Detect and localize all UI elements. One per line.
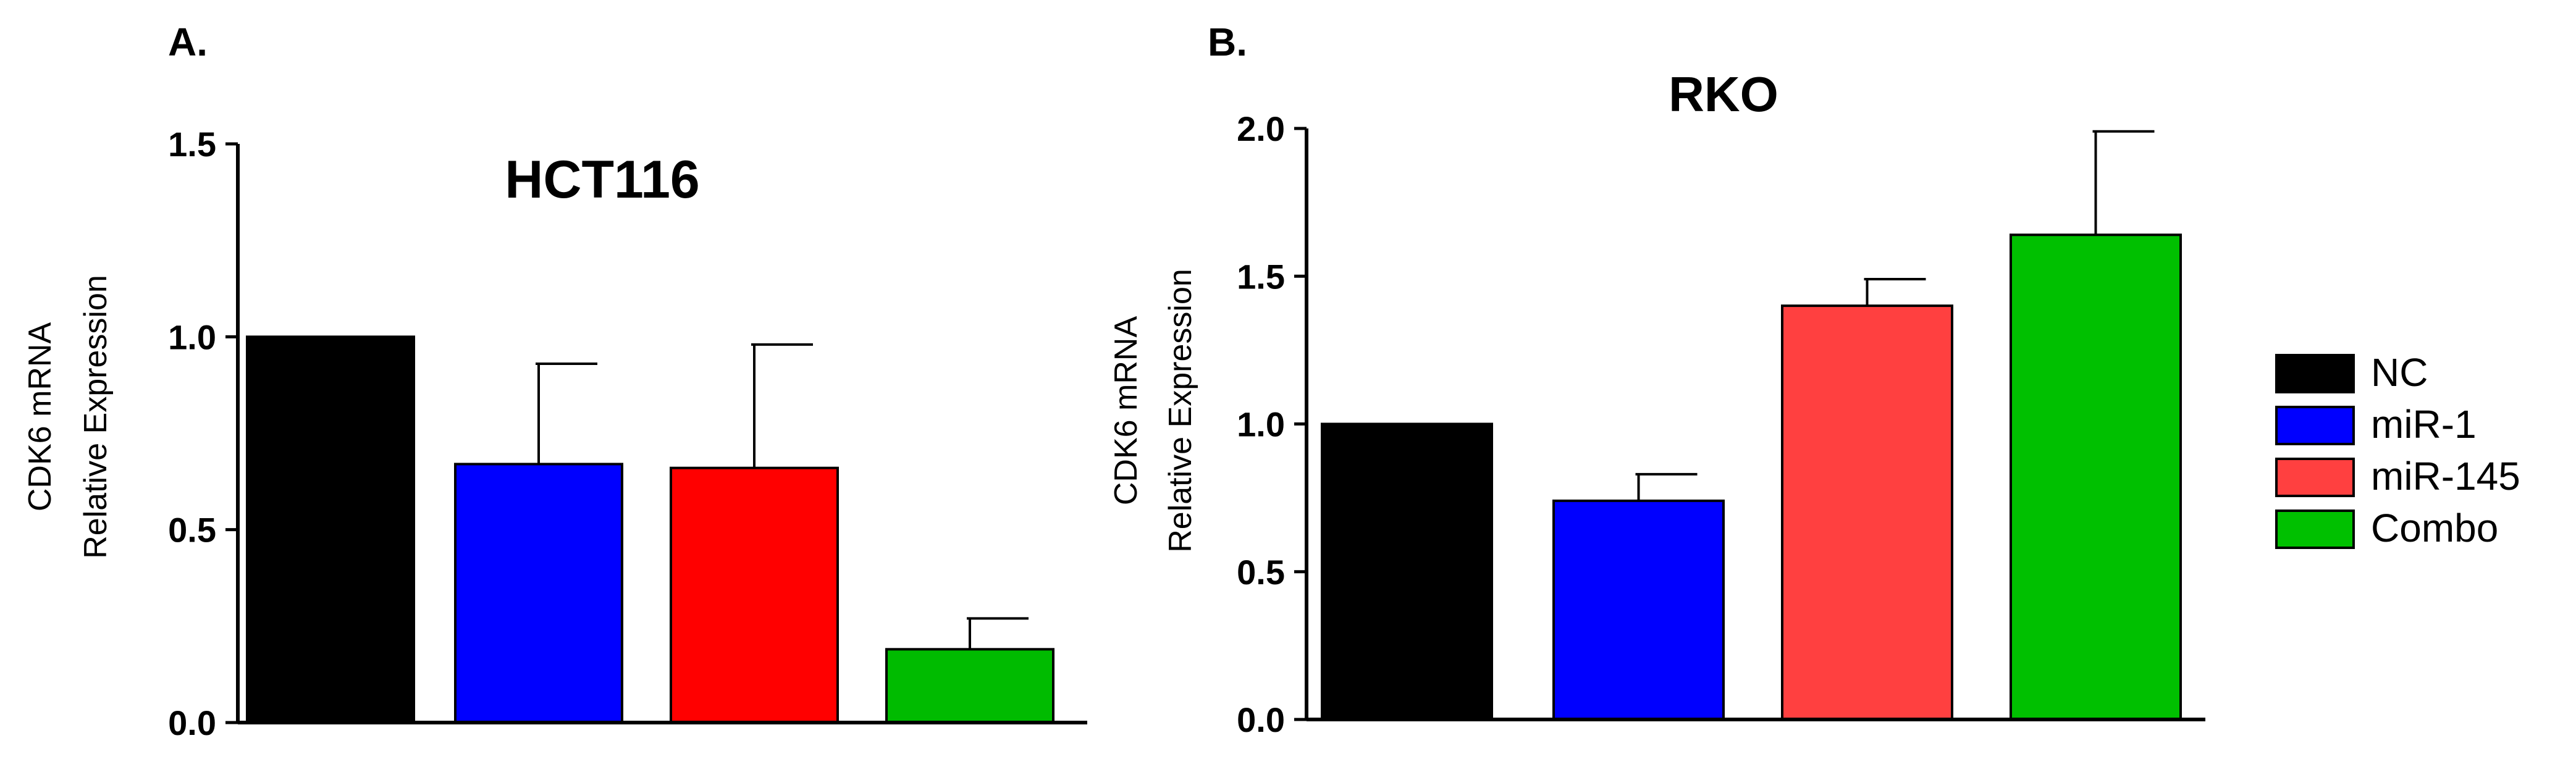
panel-a: A. HCT116 CDK6 mRNA Relative Expression … bbox=[22, 20, 1087, 742]
legend-label-mir-145: miR-145 bbox=[2371, 454, 2520, 498]
y-axis-label-line2-b: Relative Expression bbox=[1163, 269, 1198, 553]
legend-label-nc: NC bbox=[2371, 350, 2428, 395]
legend-swatch-mir-1 bbox=[2275, 406, 2355, 445]
panel-label-b: B. bbox=[1208, 20, 1247, 64]
legend-swatch-mir-145 bbox=[2275, 458, 2355, 497]
y-tick-label: 1.0 bbox=[1237, 405, 1285, 444]
bar-combo bbox=[885, 648, 1054, 724]
bars-a bbox=[246, 335, 1054, 724]
legend-swatch-combo bbox=[2275, 509, 2355, 549]
bars-b bbox=[1321, 233, 2182, 721]
y-axis-b: 0.0 0.5 1.0 1.5 2.0 bbox=[1237, 109, 2205, 739]
errorbars-b bbox=[1635, 130, 2155, 501]
legend: NC miR-1 miR-145 Combo bbox=[2275, 350, 2520, 550]
y-tick-label: 1.5 bbox=[1237, 257, 1285, 296]
y-axis-label-line2-a: Relative Expression bbox=[78, 275, 114, 559]
bar-mir-145 bbox=[1781, 304, 1953, 721]
y-tick-label: 0.5 bbox=[168, 511, 216, 550]
y-tick-label: 1.0 bbox=[168, 317, 216, 356]
y-tick-label: 2.0 bbox=[1237, 109, 1285, 148]
bar-mir-145 bbox=[670, 466, 839, 724]
y-tick-label: 1.5 bbox=[168, 125, 216, 164]
panel-b: B. RKO CDK6 mRNA Relative Expression 0.0… bbox=[1108, 20, 2205, 739]
bar-mir-1 bbox=[454, 463, 623, 724]
y-tick-label: 0.5 bbox=[1237, 553, 1285, 592]
chart-title-b: RKO bbox=[1669, 67, 1778, 122]
y-axis-label-line1-a: CDK6 mRNA bbox=[22, 322, 58, 512]
legend-swatch-nc bbox=[2275, 354, 2355, 393]
legend-label-combo: Combo bbox=[2371, 506, 2498, 550]
legend-label-mir-1: miR-1 bbox=[2371, 402, 2477, 447]
y-tick-label: 0.0 bbox=[1237, 700, 1285, 739]
chart-title-a: HCT116 bbox=[505, 150, 700, 209]
bar-nc bbox=[1321, 422, 1493, 721]
y-axis-label-line1-b: CDK6 mRNA bbox=[1108, 316, 1144, 506]
bar-mir-1 bbox=[1552, 499, 1725, 721]
panel-label-a: A. bbox=[168, 20, 208, 64]
y-tick-label: 0.0 bbox=[168, 703, 216, 742]
errorbars-a bbox=[536, 343, 1029, 650]
bar-nc bbox=[246, 335, 415, 724]
y-axis-a: 0.0 0.5 1.0 1.5 bbox=[168, 125, 1087, 742]
bar-combo bbox=[2010, 233, 2182, 721]
